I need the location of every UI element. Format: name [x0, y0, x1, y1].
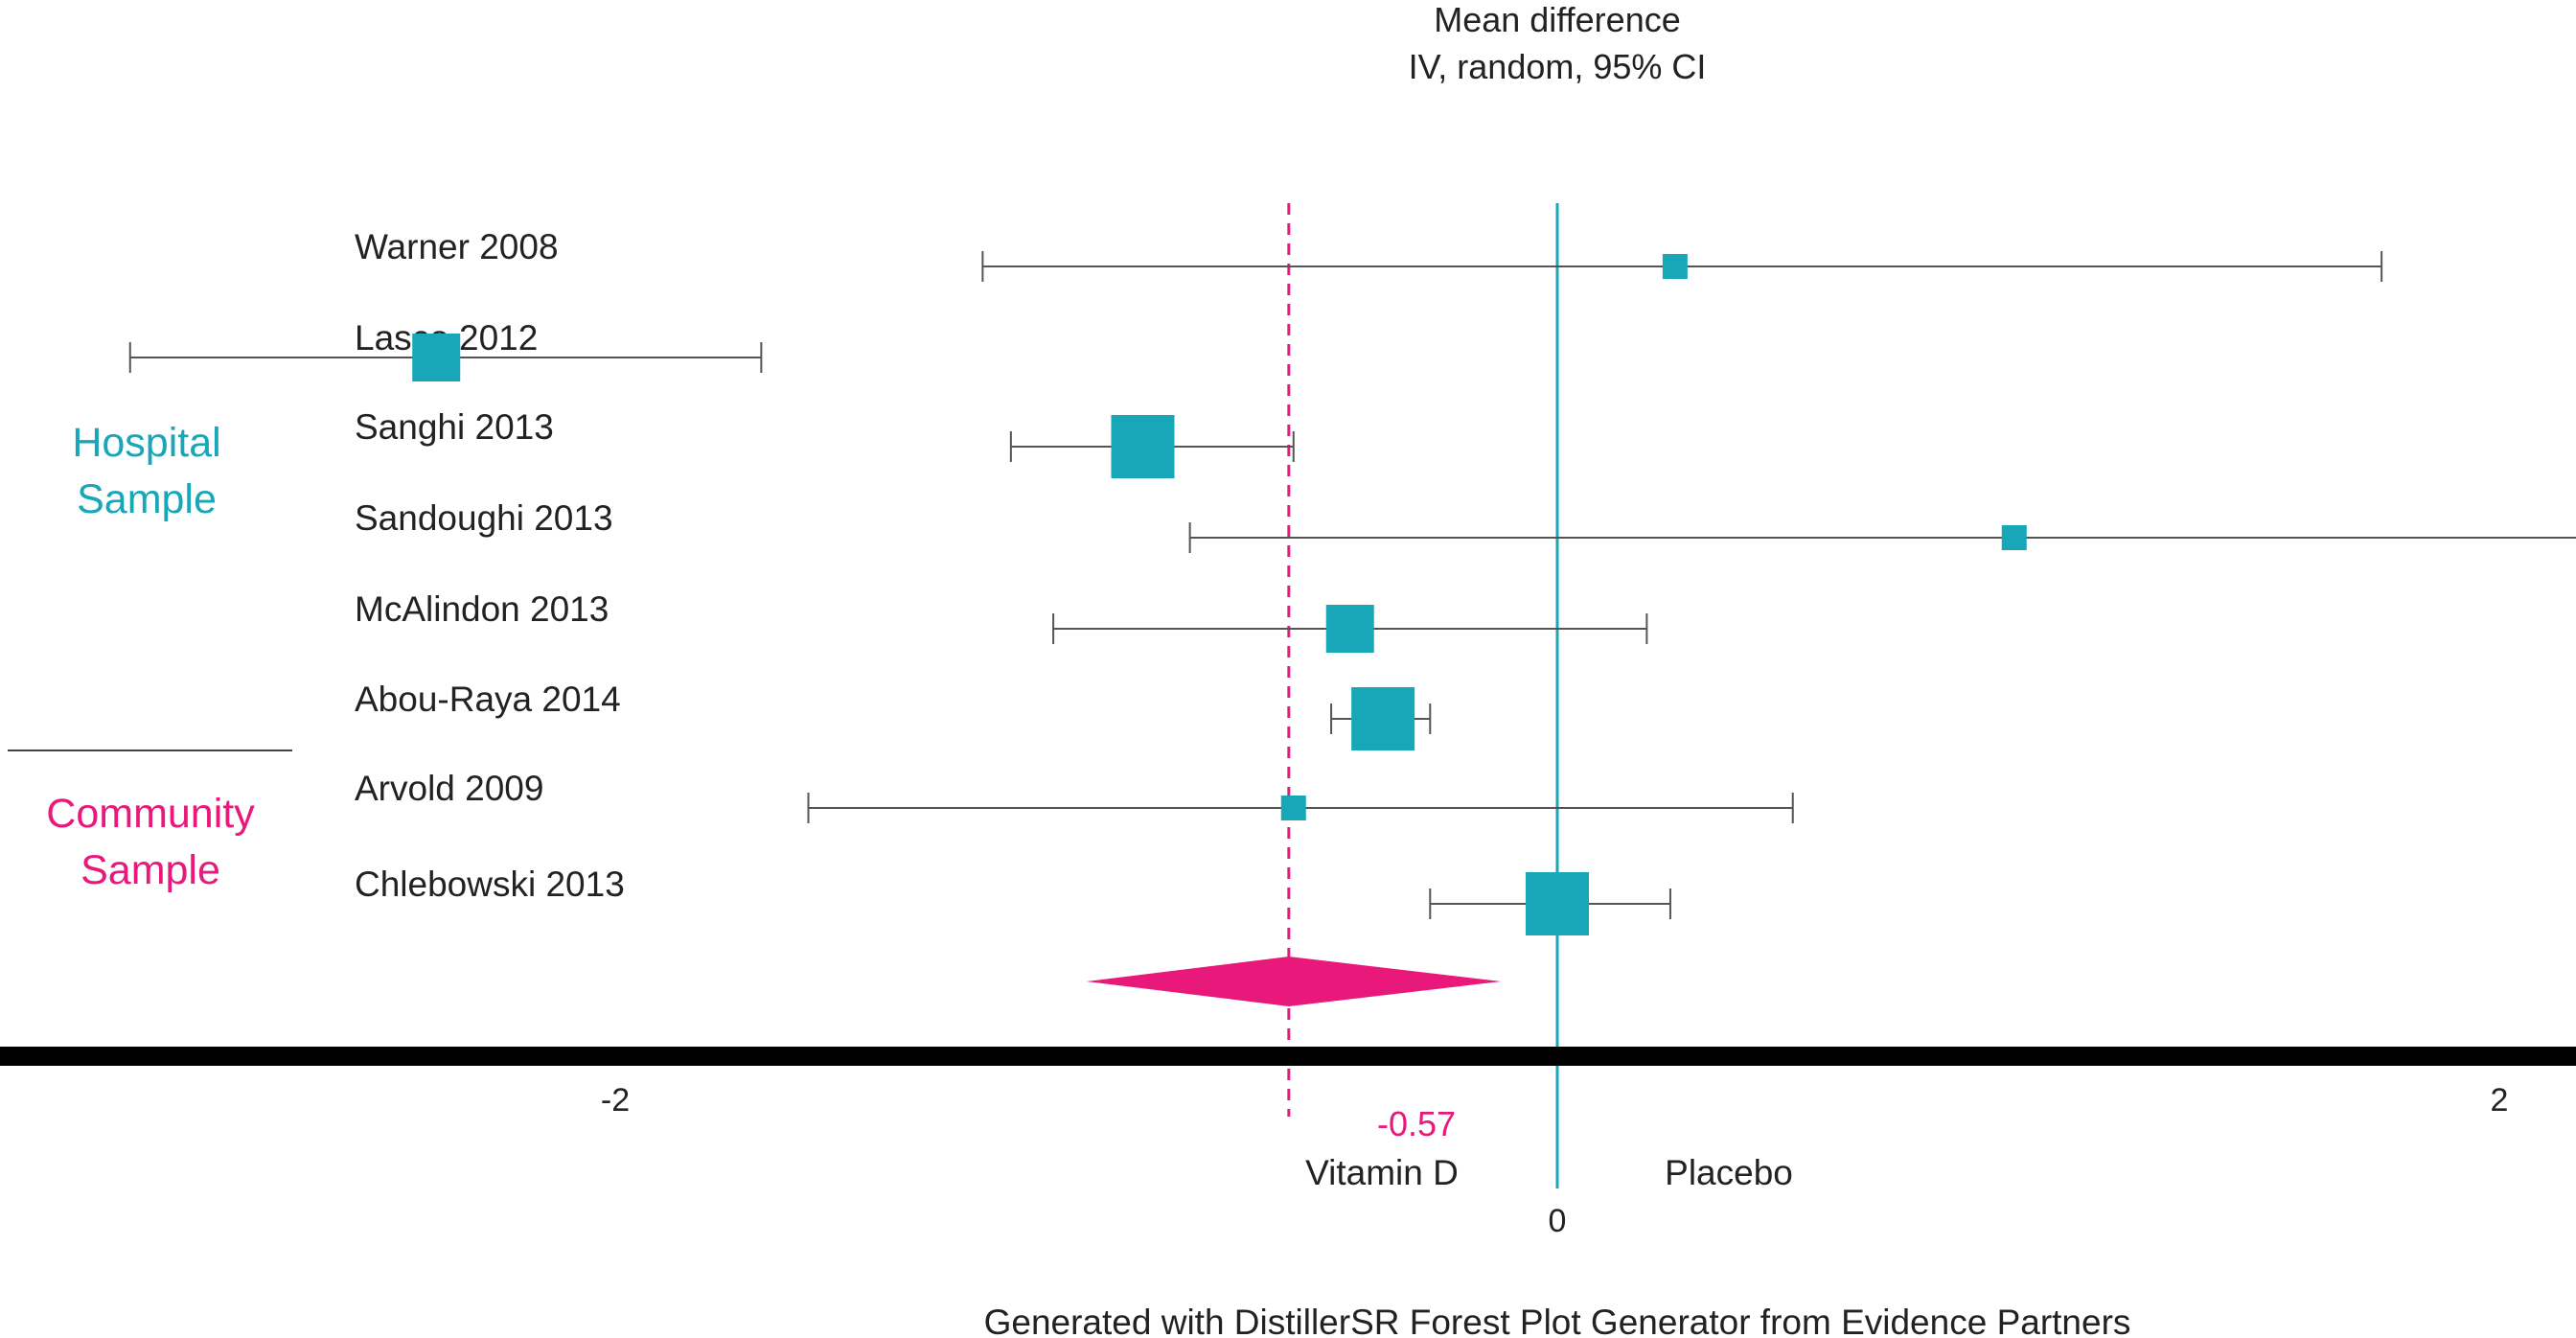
chart-title-line2: IV, random, 95% CI: [1409, 47, 1707, 86]
study-marker: [1325, 605, 1374, 653]
group-label-community-line2: Sample: [80, 847, 220, 893]
zero-tick-label: 0: [1549, 1203, 1567, 1239]
group-label-community-line1: Community: [46, 791, 255, 837]
direction-label-placebo: Placebo: [1665, 1153, 1793, 1192]
x-axis: -4-224: [0, 1047, 2576, 1119]
chart-title-line1: Mean difference: [1434, 0, 1681, 39]
study-marker: [412, 334, 461, 381]
direction-label-vitamin-d: Vitamin D: [1305, 1153, 1459, 1192]
study-marker: [1662, 254, 1688, 279]
x-axis-bar: [0, 1047, 2576, 1066]
study-marker: [1280, 796, 1306, 820]
study-label: McAlindon 2013: [355, 589, 609, 629]
study-label: Sandoughi 2013: [355, 498, 613, 538]
study-label: Arvold 2009: [355, 769, 543, 808]
study-label: Abou-Raya 2014: [355, 680, 621, 719]
footer-credit: Generated with DistillerSR Forest Plot G…: [984, 1303, 2131, 1338]
pooled-value-label: -0.57: [1377, 1104, 1456, 1143]
study-label: Sanghi 2013: [355, 407, 554, 447]
study-marker: [2001, 525, 2027, 550]
group-label-hospital-line2: Sample: [77, 476, 217, 522]
study-marks: [128, 251, 2576, 935]
study-marker: [1111, 415, 1175, 478]
pooled-diamond: [1086, 957, 1502, 1006]
study-label: Chlebowski 2013: [355, 865, 625, 904]
reference-lines: [1287, 203, 1559, 1188]
study-label: Warner 2008: [355, 227, 559, 266]
pooled-estimate: [1086, 957, 1502, 1006]
x-tick-label: -2: [601, 1082, 630, 1119]
study-marker: [1526, 872, 1589, 935]
group-label-hospital-line1: Hospital: [72, 420, 220, 466]
x-tick-label: 2: [2491, 1082, 2509, 1119]
study-marker: [1351, 687, 1415, 750]
